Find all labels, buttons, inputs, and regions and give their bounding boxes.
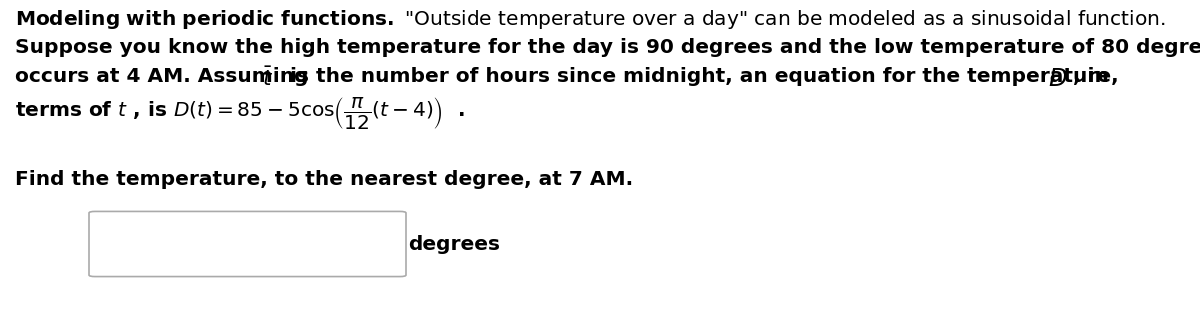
Text: $\mathit{D}$: $\mathit{D}$	[1048, 67, 1067, 91]
FancyBboxPatch shape	[89, 212, 406, 277]
Text: $\mathbf{Modeling\ with\ periodic\ functions.}$ "Outside temperature over a day": $\mathbf{Modeling\ with\ periodic\ funct…	[14, 8, 1165, 31]
Text: Suppose you know the high temperature for the day is 90 degrees and the low temp: Suppose you know the high temperature fo…	[14, 38, 1200, 57]
Text: Find the temperature, to the nearest degree, at 7 AM.: Find the temperature, to the nearest deg…	[14, 170, 634, 189]
Text: is the number of hours since midnight, an equation for the temperature,: is the number of hours since midnight, a…	[276, 67, 1126, 86]
Text: , in: , in	[1066, 67, 1109, 86]
Text: occurs at 4 AM. Assuming: occurs at 4 AM. Assuming	[14, 67, 316, 86]
Text: $\mathit{\bar{t}}$: $\mathit{\bar{t}}$	[262, 67, 272, 90]
Text: terms of $t$ , is $D(t) = 85 - 5\cos\!\left(\dfrac{\pi}{12}(t - 4)\right)$  .: terms of $t$ , is $D(t) = 85 - 5\cos\!\l…	[14, 95, 464, 131]
Text: degrees: degrees	[408, 234, 500, 254]
